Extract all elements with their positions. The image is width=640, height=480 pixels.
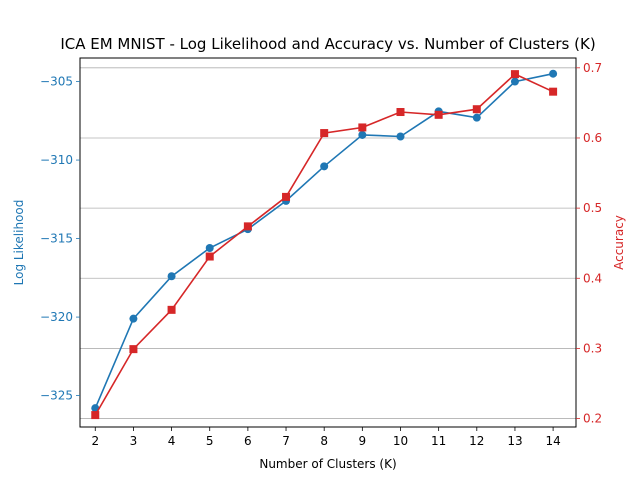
series-1-point-2 (167, 305, 176, 314)
y-left-tick-label-4: −305 (40, 75, 73, 89)
y-axis-left-label: Log Likelihood (12, 200, 26, 286)
x-tick-label-8: 10 (393, 434, 408, 448)
y-right-tick-label-5: 0.7 (583, 61, 602, 75)
x-tick-label-9: 11 (431, 434, 446, 448)
series-1-point-9 (434, 110, 443, 119)
series-0-point-8 (396, 132, 405, 141)
x-axis: 2 3 4 5 6 7 8 9 10 11 12 13 14 (91, 427, 561, 448)
x-tick-label-5: 7 (282, 434, 290, 448)
series-layer (91, 69, 558, 420)
y-right-tick-label-0: 0.2 (583, 412, 602, 426)
chart-title: ICA EM MNIST - Log Likelihood and Accura… (60, 35, 595, 53)
series-1-point-8 (396, 108, 405, 117)
y-axis-left: −325 −320 −315 −310 −305 (40, 75, 80, 403)
series-1-point-6 (320, 129, 329, 138)
plot-frame (79, 57, 577, 428)
y-axis-right: 0.2 0.3 0.4 0.5 0.6 0.7 (576, 61, 602, 426)
y-left-tick-label-3: −310 (40, 153, 73, 167)
x-tick-label-0: 2 (91, 434, 99, 448)
series-1-point-5 (282, 192, 291, 201)
series-1-point-0 (91, 411, 100, 420)
x-axis-label: Number of Clusters (K) (259, 457, 396, 471)
grid (80, 67, 576, 419)
x-tick-label-1: 3 (130, 434, 138, 448)
series-1-point-10 (472, 105, 481, 114)
x-tick-label-11: 13 (507, 434, 522, 448)
series-0-point-2 (167, 272, 176, 281)
series-0-point-10 (472, 113, 481, 122)
y-right-tick-label-4: 0.6 (583, 131, 602, 145)
series-0-line (94, 72, 554, 409)
series-0-point-7 (358, 130, 367, 139)
series-0-point-6 (320, 162, 329, 171)
series-0-point-3 (205, 243, 214, 252)
x-tick-label-7: 9 (359, 434, 367, 448)
series-1-point-7 (358, 123, 367, 132)
series-1-point-1 (129, 345, 138, 354)
y-axis-right-label: Accuracy (612, 215, 626, 270)
series-1-point-4 (243, 222, 252, 231)
y-right-tick-label-2: 0.4 (583, 271, 602, 285)
x-tick-label-12: 14 (545, 434, 560, 448)
series-0-point-1 (129, 314, 138, 323)
series-1-point-12 (549, 87, 558, 96)
y-left-tick-label-2: −315 (40, 232, 73, 246)
y-left-tick-label-1: −320 (40, 310, 73, 324)
x-tick-label-3: 5 (206, 434, 214, 448)
series-1-point-3 (205, 252, 214, 261)
y-right-tick-label-3: 0.5 (583, 201, 602, 215)
series-0-point-11 (510, 77, 519, 86)
x-tick-label-4: 6 (244, 434, 252, 448)
y-right-tick-label-1: 0.3 (583, 341, 602, 355)
series-1-point-11 (510, 70, 519, 79)
series-0-point-12 (549, 69, 558, 78)
series-1-line (94, 73, 554, 416)
x-tick-label-6: 8 (320, 434, 328, 448)
y-left-tick-label-0: −325 (40, 389, 73, 403)
x-tick-label-10: 12 (469, 434, 484, 448)
x-tick-label-2: 4 (168, 434, 176, 448)
